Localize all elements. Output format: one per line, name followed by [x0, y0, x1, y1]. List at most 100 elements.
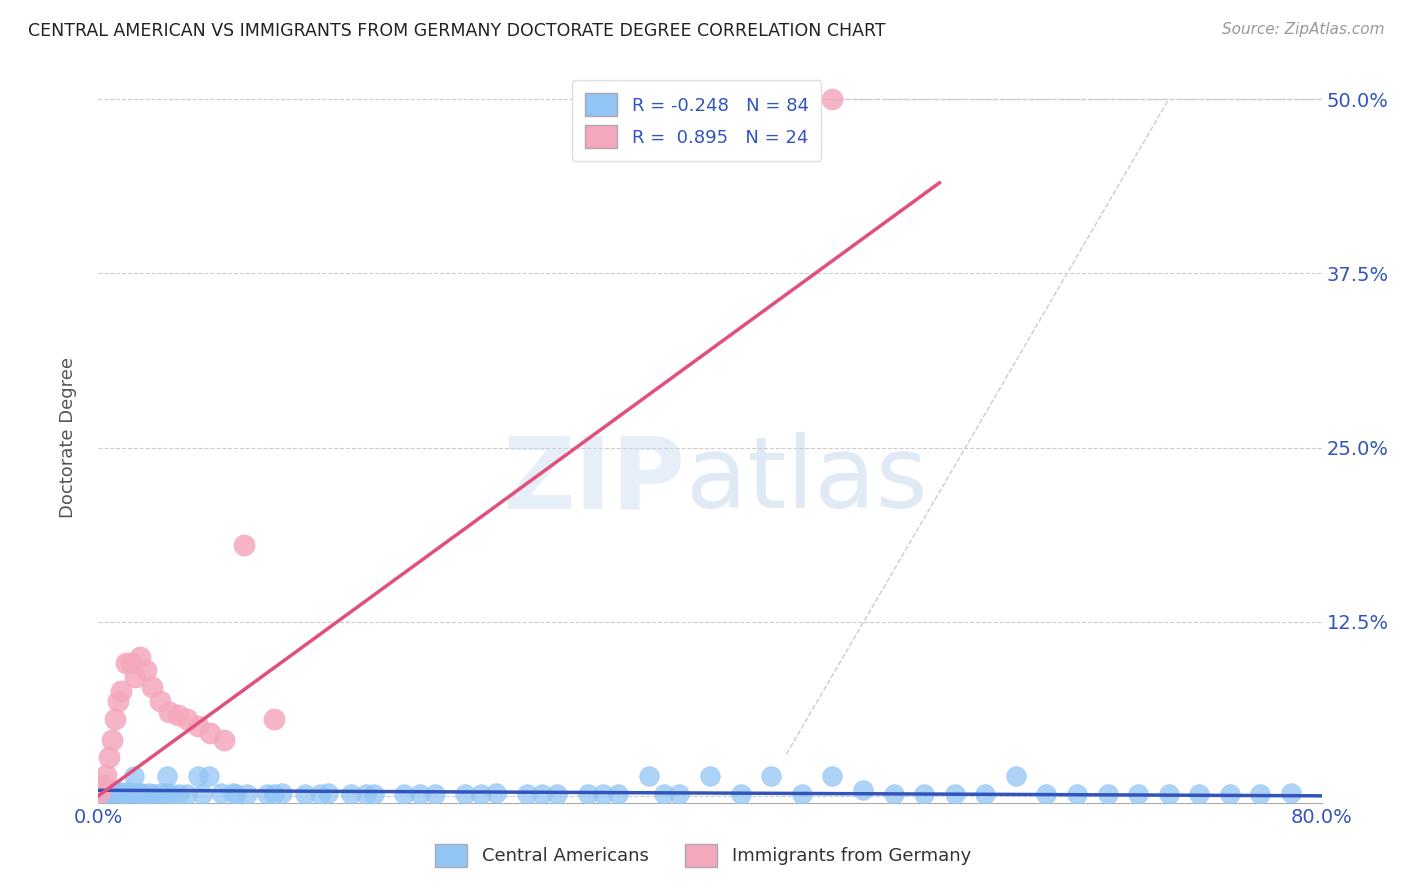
Point	[187, 769, 209, 783]
Point	[94, 783, 117, 797]
Point	[100, 785, 122, 799]
Point	[89, 783, 111, 797]
Point	[912, 788, 935, 802]
Point	[142, 788, 165, 802]
Point	[232, 538, 254, 552]
Point	[115, 786, 138, 800]
Point	[110, 785, 132, 799]
Point	[263, 712, 285, 726]
Point	[790, 788, 813, 802]
Point	[1279, 786, 1302, 800]
Point	[225, 788, 247, 802]
Point	[187, 719, 209, 733]
Point	[121, 786, 143, 800]
Point	[212, 733, 235, 747]
Point	[316, 786, 339, 800]
Point	[117, 785, 139, 799]
Point	[128, 649, 150, 664]
Point	[354, 788, 377, 802]
Point	[169, 788, 191, 802]
Point	[1157, 788, 1180, 802]
Point	[1066, 788, 1088, 802]
Point	[157, 705, 180, 719]
Point	[120, 657, 142, 671]
Point	[485, 786, 508, 800]
Point	[607, 788, 630, 802]
Point	[191, 788, 214, 802]
Point	[821, 92, 844, 106]
Point	[125, 786, 148, 800]
Point	[943, 788, 966, 802]
Point	[112, 786, 135, 800]
Point	[176, 788, 198, 802]
Point	[1219, 788, 1241, 802]
Point	[454, 788, 477, 802]
Point	[883, 788, 905, 802]
Point	[470, 788, 492, 802]
Point	[89, 785, 111, 799]
Point	[107, 786, 129, 800]
Point	[101, 785, 124, 799]
Point	[90, 781, 112, 796]
Point	[134, 788, 156, 802]
Point	[546, 788, 568, 802]
Point	[198, 726, 221, 740]
Legend: R = -0.248   N = 84, R =  0.895   N = 24: R = -0.248 N = 84, R = 0.895 N = 24	[572, 80, 821, 161]
Point	[392, 788, 416, 802]
Point	[592, 788, 614, 802]
Text: ZIP: ZIP	[503, 433, 686, 530]
Point	[105, 785, 128, 799]
Point	[530, 788, 553, 802]
Point	[197, 769, 219, 783]
Point	[294, 788, 316, 802]
Point	[1128, 788, 1150, 802]
Point	[115, 657, 138, 671]
Point	[103, 783, 125, 797]
Point	[1097, 788, 1119, 802]
Text: CENTRAL AMERICAN VS IMMIGRANTS FROM GERMANY DOCTORATE DEGREE CORRELATION CHART: CENTRAL AMERICAN VS IMMIGRANTS FROM GERM…	[28, 22, 886, 40]
Point	[110, 684, 132, 698]
Point	[167, 708, 190, 723]
Point	[98, 786, 121, 800]
Point	[107, 694, 129, 708]
Point	[363, 788, 385, 802]
Point	[98, 749, 121, 764]
Point	[108, 786, 131, 800]
Point	[263, 788, 285, 802]
Point	[759, 769, 782, 783]
Point	[118, 785, 141, 799]
Point	[821, 769, 844, 783]
Point	[222, 786, 245, 800]
Point	[516, 788, 538, 802]
Point	[94, 768, 117, 782]
Point	[256, 788, 278, 802]
Point	[423, 788, 446, 802]
Point	[668, 788, 690, 802]
Point	[93, 785, 115, 799]
Point	[339, 788, 361, 802]
Point	[149, 694, 172, 708]
Point	[699, 769, 721, 783]
Point	[124, 670, 146, 684]
Point	[1249, 788, 1271, 802]
Point	[160, 788, 183, 802]
Point	[309, 788, 332, 802]
Point	[104, 785, 127, 799]
Point	[1188, 788, 1211, 802]
Point	[1035, 788, 1057, 802]
Point	[91, 778, 114, 792]
Point	[135, 664, 157, 678]
Point	[637, 769, 661, 783]
Point	[122, 769, 145, 783]
Point	[101, 733, 124, 747]
Point	[97, 785, 120, 799]
Point	[111, 786, 134, 800]
Point	[408, 788, 430, 802]
Point	[974, 788, 997, 802]
Legend: Central Americans, Immigrants from Germany: Central Americans, Immigrants from Germa…	[427, 837, 979, 874]
Point	[104, 712, 127, 726]
Point	[129, 786, 152, 800]
Point	[270, 786, 292, 800]
Point	[138, 786, 160, 800]
Point	[91, 783, 114, 797]
